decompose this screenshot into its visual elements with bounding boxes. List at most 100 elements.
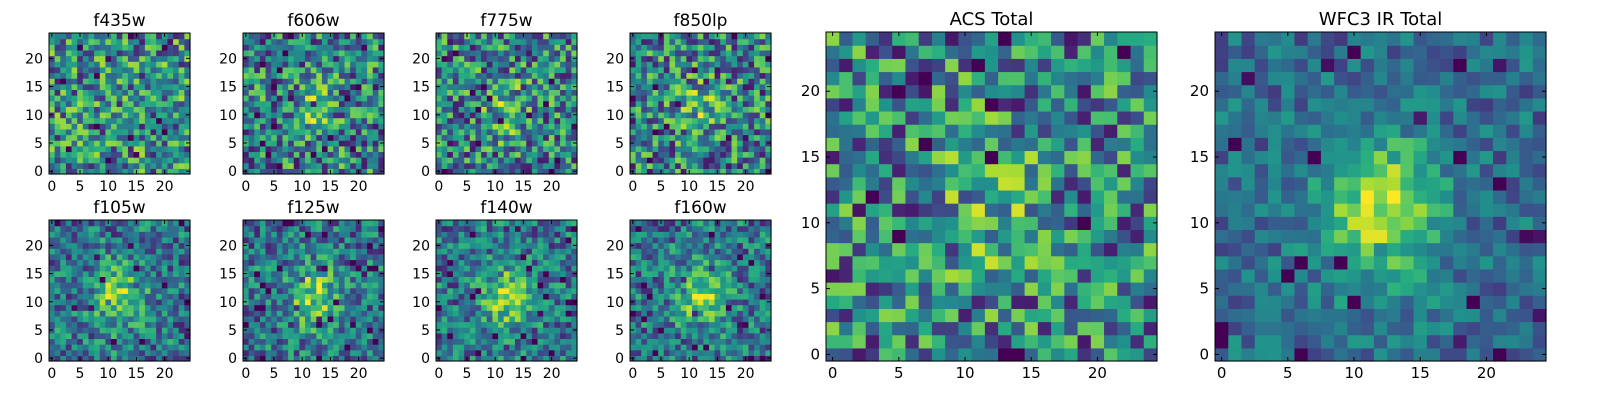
- heatmap-cell: [663, 355, 671, 362]
- heatmap-cell: [537, 55, 544, 62]
- heatmap-cell: [441, 157, 448, 164]
- heatmap-cell: [548, 117, 556, 124]
- heatmap-cell: [167, 151, 174, 158]
- heatmap-cell: [520, 253, 527, 261]
- heatmap-cell: [293, 95, 300, 102]
- heatmap-cell: [265, 38, 272, 45]
- heatmap-cell: [156, 95, 163, 102]
- heatmap-cell: [276, 44, 284, 51]
- heatmap-cell: [714, 134, 721, 141]
- heatmap-cell: [150, 220, 157, 227]
- heatmap-cell: [641, 276, 648, 283]
- heatmap-cell: [658, 134, 665, 141]
- heatmap-cell: [111, 338, 118, 345]
- heatmap-cell: [669, 38, 676, 45]
- heatmap-cell: [248, 276, 255, 283]
- heatmap-cell: [94, 140, 101, 147]
- heatmap-cell: [742, 162, 750, 169]
- heatmap-cell: [686, 287, 693, 294]
- heatmap-cell: [321, 338, 329, 345]
- heatmap-cell: [725, 106, 733, 113]
- heatmap-cell: [54, 111, 61, 119]
- heatmap-cell: [630, 78, 637, 85]
- heatmap-cell: [635, 66, 642, 74]
- heatmap-cell: [150, 287, 157, 294]
- heatmap-cell: [327, 231, 334, 238]
- heatmap-cell: [65, 242, 73, 249]
- heatmap-cell: [725, 355, 733, 362]
- heatmap-cell: [288, 151, 295, 158]
- heatmap-cell: [327, 293, 334, 300]
- heatmap-cell: [509, 253, 516, 261]
- heatmap-cell: [321, 66, 329, 74]
- heatmap-cell: [441, 287, 448, 294]
- heatmap-cell: [531, 66, 539, 74]
- heatmap-cell: [447, 78, 454, 85]
- heatmap-cell: [737, 310, 744, 317]
- heatmap-cell: [565, 162, 572, 169]
- heatmap-cell: [509, 338, 516, 345]
- heatmap-cell: [361, 157, 368, 164]
- heatmap-cell: [243, 265, 250, 272]
- heatmap-cell: [737, 128, 744, 136]
- heatmap-cell: [316, 134, 323, 141]
- heatmap-cell: [49, 117, 56, 124]
- heatmap-cell: [271, 72, 278, 79]
- heatmap-cell: [680, 338, 687, 345]
- heatmap-cell: [630, 106, 637, 113]
- heatmap-cell: [116, 293, 123, 300]
- heatmap-cell: [686, 117, 693, 124]
- heatmap-cell: [254, 95, 261, 102]
- heatmap-cell: [305, 220, 312, 227]
- heatmap-cell: [669, 332, 676, 340]
- heatmap-cell: [105, 293, 112, 300]
- heatmap-cell: [99, 304, 106, 311]
- y-tick-label: 0: [228, 164, 237, 180]
- heatmap-cell: [669, 157, 676, 164]
- heatmap-cell: [167, 117, 174, 124]
- heatmap-cell: [122, 123, 129, 130]
- heatmap-cell: [748, 282, 755, 289]
- heatmap-cell: [509, 95, 516, 102]
- heatmap-cell: [254, 242, 261, 249]
- heatmap-cell: [720, 100, 727, 107]
- heatmap-cell: [554, 253, 561, 261]
- heatmap-cell: [310, 106, 317, 113]
- x-tick-label: 5: [657, 179, 666, 195]
- heatmap-cell: [310, 95, 317, 102]
- heatmap-cell: [184, 315, 191, 323]
- heatmap-cell: [167, 304, 174, 311]
- heatmap-cell: [310, 253, 317, 261]
- heatmap-cell: [669, 282, 676, 289]
- heatmap-cell: [54, 265, 61, 272]
- heatmap-cell: [71, 106, 78, 113]
- heatmap-cell: [526, 44, 533, 51]
- heatmap-cell: [327, 225, 334, 232]
- heatmap-cell: [658, 349, 665, 356]
- heatmap-cell: [509, 327, 516, 334]
- heatmap-cell: [105, 106, 112, 113]
- heatmap-cell: [372, 55, 379, 62]
- heatmap-cell: [321, 276, 329, 283]
- heatmap-cell: [122, 355, 129, 362]
- heatmap-cell: [65, 231, 73, 238]
- heatmap-cell: [122, 83, 129, 90]
- heatmap-cell: [725, 344, 733, 351]
- heatmap-cell: [469, 231, 477, 238]
- heatmap-cell: [697, 349, 704, 356]
- heatmap-cell: [49, 61, 56, 68]
- heatmap-cell: [571, 145, 578, 153]
- heatmap-cell: [436, 248, 443, 255]
- heatmap-cell: [361, 168, 368, 175]
- heatmap-cell: [680, 298, 687, 306]
- heatmap-cell: [464, 106, 471, 113]
- heatmap-cell: [321, 117, 329, 124]
- heatmap-cell: [355, 106, 363, 113]
- heatmap-cell: [361, 248, 368, 255]
- heatmap-cell: [486, 332, 493, 340]
- heatmap-cell: [139, 344, 146, 351]
- heatmap-cell: [708, 355, 716, 362]
- heatmap-cell: [531, 72, 539, 79]
- heatmap-cell: [71, 72, 78, 79]
- heatmap-cell: [765, 287, 772, 294]
